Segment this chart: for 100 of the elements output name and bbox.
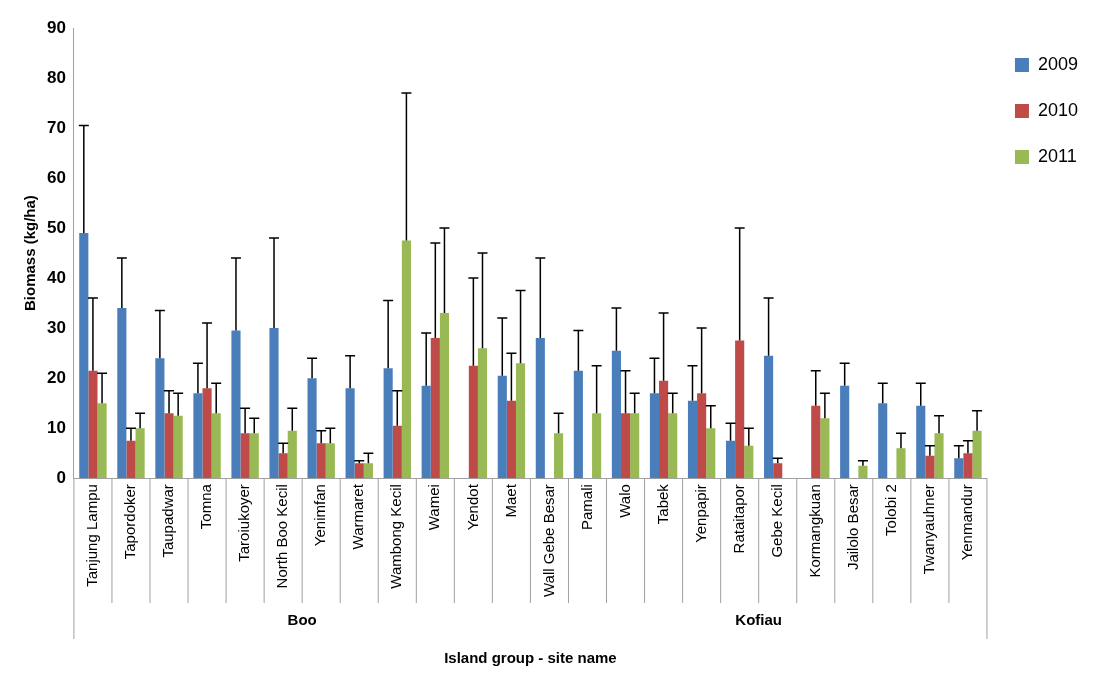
x-tick-label: North Boo Kecil [273, 484, 291, 589]
x-tick-label: Wamei [425, 484, 443, 531]
y-tick-label: 90 [46, 17, 66, 37]
bar [840, 385, 850, 479]
x-tick-label: Tanjung Lampu [83, 484, 101, 587]
x-tick-label: Tapordoker [121, 484, 139, 560]
bar [278, 453, 288, 479]
y-tick-label: 70 [46, 117, 66, 137]
x-tick-label: Yenpapir [691, 484, 709, 543]
bar [878, 403, 888, 479]
bar [592, 413, 602, 479]
x-tick-label: Taupadwar [159, 484, 177, 558]
bar [421, 385, 431, 479]
bar [649, 393, 660, 479]
bar [687, 400, 698, 479]
x-tick-label: Yenimfan [311, 484, 329, 547]
bar [535, 338, 545, 479]
y-tick-label: 0 [56, 467, 66, 487]
x-axis-title: Island group - site name [444, 649, 617, 667]
bar [88, 370, 98, 479]
bar [934, 433, 944, 479]
bar [155, 358, 165, 479]
text: Kofiau [735, 611, 783, 629]
bar [383, 368, 393, 479]
bar [573, 370, 583, 479]
bar [963, 453, 973, 479]
bar [193, 393, 203, 479]
bar [287, 430, 297, 479]
bar [554, 433, 564, 479]
x-tick-label: Pamali [577, 484, 595, 531]
bar [363, 463, 373, 479]
bar [497, 375, 507, 479]
bar [858, 465, 868, 479]
bar [925, 455, 935, 479]
bar [202, 388, 212, 479]
bar [972, 430, 982, 479]
bar [117, 308, 127, 479]
x-tick-label: Gebe Kecil [767, 484, 785, 558]
bar [896, 448, 906, 479]
y-tick-label: 80 [46, 67, 66, 87]
bar [811, 405, 821, 479]
bar [249, 433, 259, 479]
bar [164, 413, 174, 479]
bar [477, 348, 488, 479]
bar [325, 443, 335, 479]
bar [468, 365, 478, 479]
y-axis-title: Biomass (kg/ha) [21, 195, 39, 312]
x-tick-label: Tabek [653, 483, 671, 525]
bar [173, 415, 183, 479]
bar [620, 413, 631, 479]
bar [316, 443, 326, 479]
y-tick-label: 50 [46, 217, 66, 237]
bar [135, 428, 145, 479]
x-tick-label: Kormangkuan [805, 484, 823, 578]
x-tick-label: Yenmandur [958, 484, 976, 561]
bar [240, 433, 250, 479]
bar [725, 440, 736, 479]
legend-label: 2009 [1037, 53, 1078, 74]
bar [392, 425, 402, 479]
x-tick-label: Wall Gebe Besar [539, 484, 557, 598]
y-tick-label: 30 [46, 317, 66, 337]
y-tick-label: 60 [46, 167, 66, 187]
bar [430, 338, 440, 479]
x-tick-label: Jailolo Besar [843, 484, 861, 571]
bar [668, 413, 678, 479]
x-tick-label: Yendot [463, 483, 481, 531]
x-tick-label: Rataitapor [729, 484, 747, 554]
x-tick-label: Tolobi 2 [881, 484, 899, 536]
bar [269, 328, 279, 479]
bar [764, 355, 774, 479]
bar [820, 418, 830, 479]
bar [697, 393, 707, 479]
bar [231, 330, 241, 479]
bar [97, 403, 107, 479]
bar [916, 405, 926, 479]
legend-label: 2010 [1037, 99, 1078, 120]
legend-label: 2011 [1037, 145, 1077, 166]
x-tick-label: Taroiukoyer [235, 484, 253, 562]
bar [506, 400, 516, 479]
x-tick-label: Warmaret [349, 483, 367, 550]
bar [515, 363, 526, 479]
x-tick-label: Maet [501, 483, 519, 518]
bar [354, 463, 364, 479]
bar [126, 440, 136, 479]
x-tick-label: Twanyauhner [920, 484, 938, 575]
bar [611, 350, 621, 479]
bar [630, 413, 640, 479]
bar [211, 413, 221, 479]
bar [773, 463, 783, 479]
bar [954, 458, 964, 479]
bar [79, 233, 89, 479]
x-tick-label: Wambong Kecil [387, 484, 405, 589]
y-tick-label: 20 [46, 367, 66, 387]
text: Boo [287, 611, 317, 629]
bar [735, 340, 745, 479]
bar [706, 428, 716, 479]
bar [345, 388, 355, 479]
x-tick-label: Walo [615, 484, 633, 518]
bar [659, 380, 669, 479]
y-tick-label: 10 [46, 417, 66, 437]
